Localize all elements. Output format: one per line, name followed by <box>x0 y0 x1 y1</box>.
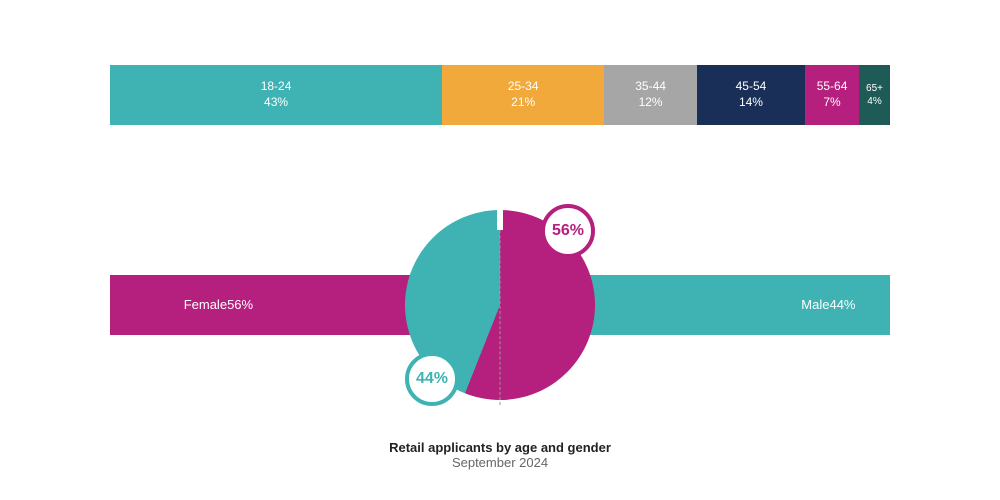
infographic-stage: 18-2443%25-3421%35-4412%45-5414%55-647%6… <box>0 0 1000 500</box>
age-segment: 25-3421% <box>442 65 604 125</box>
age-segment: 55-647% <box>805 65 859 125</box>
age-segment: 35-4412% <box>604 65 697 125</box>
donut-badge-male: 44% <box>405 352 459 406</box>
caption-subtitle: September 2024 <box>0 455 1000 470</box>
age-distribution-bar: 18-2443%25-3421%35-4412%45-5414%55-647%6… <box>110 65 890 125</box>
age-segment: 45-5414% <box>697 65 805 125</box>
person-male-icon <box>471 273 498 333</box>
age-segment: 18-2443% <box>110 65 442 125</box>
people-icons <box>471 273 529 333</box>
chart-caption: Retail applicants by age and gender Sept… <box>0 440 1000 470</box>
age-segment: 65+4% <box>859 65 890 125</box>
person-female-icon <box>502 273 529 333</box>
donut-top-gap <box>497 208 503 230</box>
donut-badge-female: 56% <box>541 204 595 258</box>
gender-donut-chart: 56%44% <box>405 210 595 400</box>
caption-title: Retail applicants by age and gender <box>0 440 1000 455</box>
gender-segment: Male44% <box>547 275 890 335</box>
